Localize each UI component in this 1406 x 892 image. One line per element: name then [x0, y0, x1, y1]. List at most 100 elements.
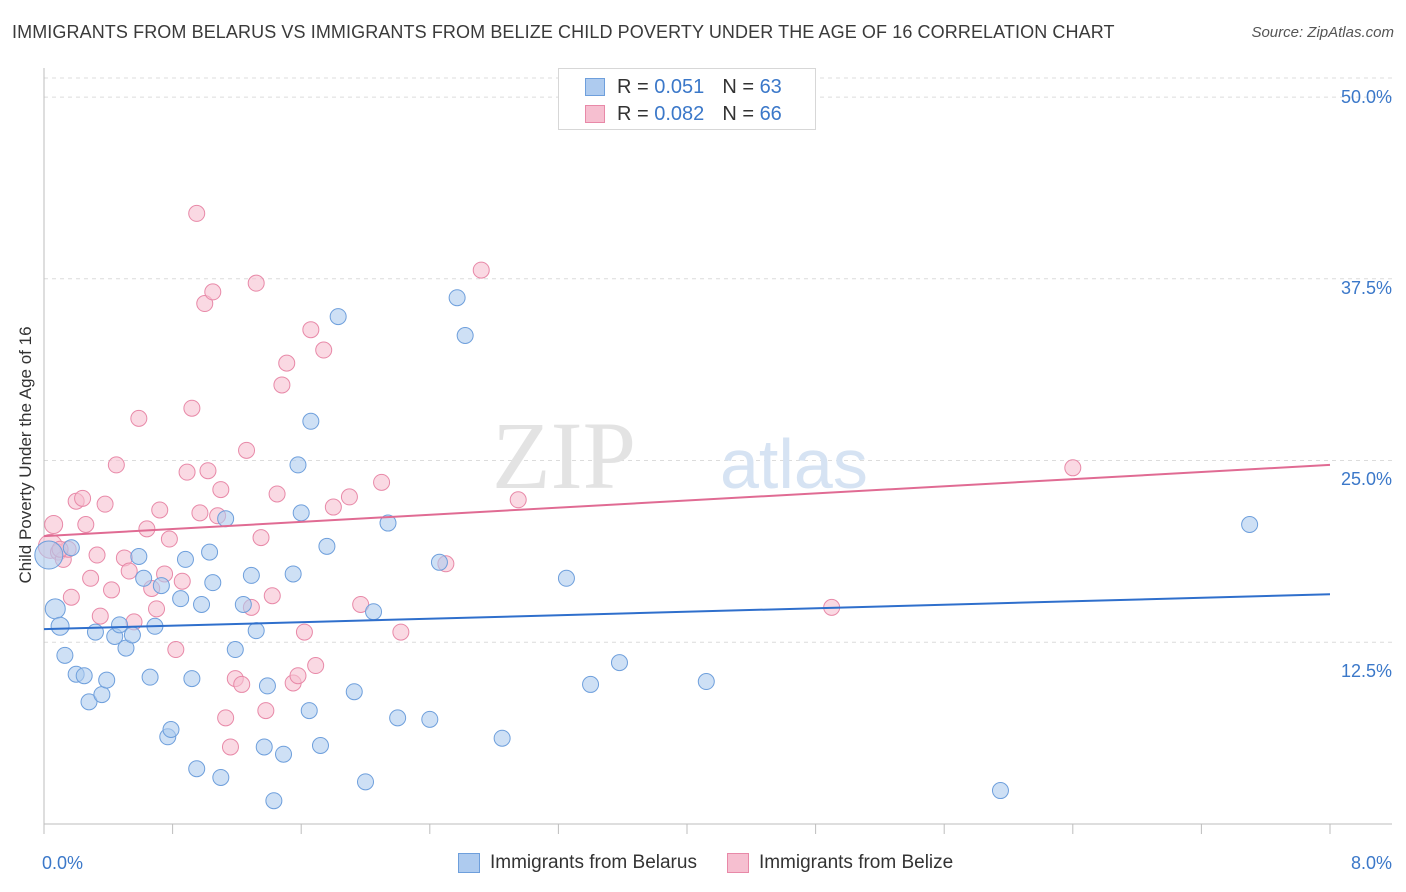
belize-point: [77, 516, 95, 534]
y-tick-label: 50.0%: [1340, 87, 1392, 107]
belarus-point: [456, 327, 474, 345]
belize-point: [247, 274, 265, 292]
belize-point: [352, 595, 370, 613]
belarus-point: [50, 616, 70, 636]
belize-point: [62, 588, 80, 606]
trend-lines: [43, 463, 1331, 631]
belarus-point: [56, 646, 74, 664]
belarus-point: [62, 539, 80, 557]
belize-point: [373, 473, 391, 491]
belarus-point: [188, 760, 206, 778]
r-label: R =: [617, 102, 649, 125]
belarus-legend-swatch: [458, 853, 480, 873]
belize-legend-label: Immigrants from Belize: [758, 852, 954, 873]
belarus-legend-label: Immigrants from Belarus: [490, 852, 697, 873]
belarus-point: [265, 792, 283, 810]
belize-point: [74, 489, 92, 507]
belarus-point: [80, 693, 98, 711]
belarus-point: [379, 514, 397, 532]
belize-point: [324, 498, 342, 516]
belarus-point: [226, 641, 244, 659]
belize-point: [91, 607, 109, 625]
belize-point: [302, 321, 320, 339]
legend-row-belize: R = 0.082 N = 66: [585, 101, 782, 127]
belarus-point: [991, 782, 1009, 800]
belarus-point: [130, 547, 148, 565]
belize-point: [188, 204, 206, 222]
belarus-point: [172, 590, 190, 608]
belize-point: [138, 520, 156, 538]
belarus-point: [176, 550, 194, 568]
legend-row-belarus: R = 0.051 N = 63: [585, 74, 782, 100]
belarus-point: [365, 603, 383, 621]
belize-point: [221, 738, 239, 756]
belarus-point: [255, 738, 273, 756]
belize-point: [252, 529, 270, 547]
belarus-point: [430, 553, 448, 571]
belize-point: [191, 504, 209, 522]
belarus-point: [217, 510, 235, 528]
belarus-point: [234, 595, 252, 613]
stats-legend: R = 0.051 N = 63 R = 0.082 N = 66: [558, 68, 816, 130]
chart-title: IMMIGRANTS FROM BELARUS VS IMMIGRANTS FR…: [12, 22, 1115, 42]
belize-point: [278, 354, 296, 372]
belize-point: [120, 562, 138, 580]
belize-n-value: 66: [759, 102, 782, 125]
belize-point: [196, 295, 214, 313]
belarus-point: [44, 598, 66, 620]
x-tick-label-min: 0.0%: [42, 853, 84, 873]
axes: [43, 68, 1392, 834]
belize-point: [509, 491, 527, 509]
belize-point: [472, 261, 490, 279]
belize-point: [268, 485, 286, 503]
belize-r-value: 0.082: [654, 102, 705, 125]
belize-point: [44, 515, 64, 535]
n-label: N =: [722, 75, 754, 98]
belize-point: [96, 495, 114, 513]
watermark-atlas: atlas: [720, 425, 868, 503]
belize-point: [103, 581, 121, 599]
belarus-point: [162, 721, 180, 738]
belize-point: [289, 667, 307, 685]
watermark-zip: ZIP: [492, 402, 636, 509]
belarus-point: [311, 736, 329, 754]
belize-point: [148, 600, 166, 618]
r-label: R =: [617, 75, 649, 98]
belarus-point: [123, 626, 141, 644]
belarus-point: [135, 569, 153, 587]
belize-trend-line: [43, 463, 1331, 538]
series-legend: Immigrants from Belarus Immigrants from …: [458, 852, 983, 874]
belize-point: [217, 709, 235, 727]
belarus-point: [201, 543, 219, 561]
belize-point: [233, 675, 251, 693]
belize-point: [204, 283, 222, 301]
belize-point: [392, 623, 410, 641]
belize-point: [263, 587, 281, 605]
belize-point: [1064, 459, 1082, 477]
grid-lines: [44, 77, 1392, 643]
belize-legend-swatch: [726, 853, 749, 873]
belize-point: [167, 641, 185, 659]
belarus-point: [493, 729, 511, 747]
y-axis-label: Child Poverty Under the Age of 16: [16, 326, 35, 584]
legend-item-belarus: Immigrants from Belarus: [458, 852, 697, 874]
belarus-point: [329, 308, 347, 326]
belarus-point: [302, 412, 320, 430]
belarus-point: [34, 540, 64, 570]
belarus-point: [582, 675, 600, 693]
belarus-point: [300, 702, 318, 720]
belize-point: [151, 501, 169, 519]
belize-point: [178, 463, 196, 481]
belarus-point: [183, 670, 201, 688]
belarus-trend-line: [43, 593, 1331, 631]
belize-point: [183, 399, 201, 417]
belize-point: [238, 441, 256, 459]
belarus-point: [1241, 516, 1259, 534]
legend-item-belize: Immigrants from Belize: [726, 852, 954, 874]
belarus-point: [284, 565, 302, 583]
belize-point: [130, 409, 148, 427]
belize-point: [88, 546, 106, 564]
belarus-point: [275, 745, 293, 763]
belize-point: [82, 569, 100, 587]
x-tick-label-max: 8.0%: [1350, 853, 1392, 873]
